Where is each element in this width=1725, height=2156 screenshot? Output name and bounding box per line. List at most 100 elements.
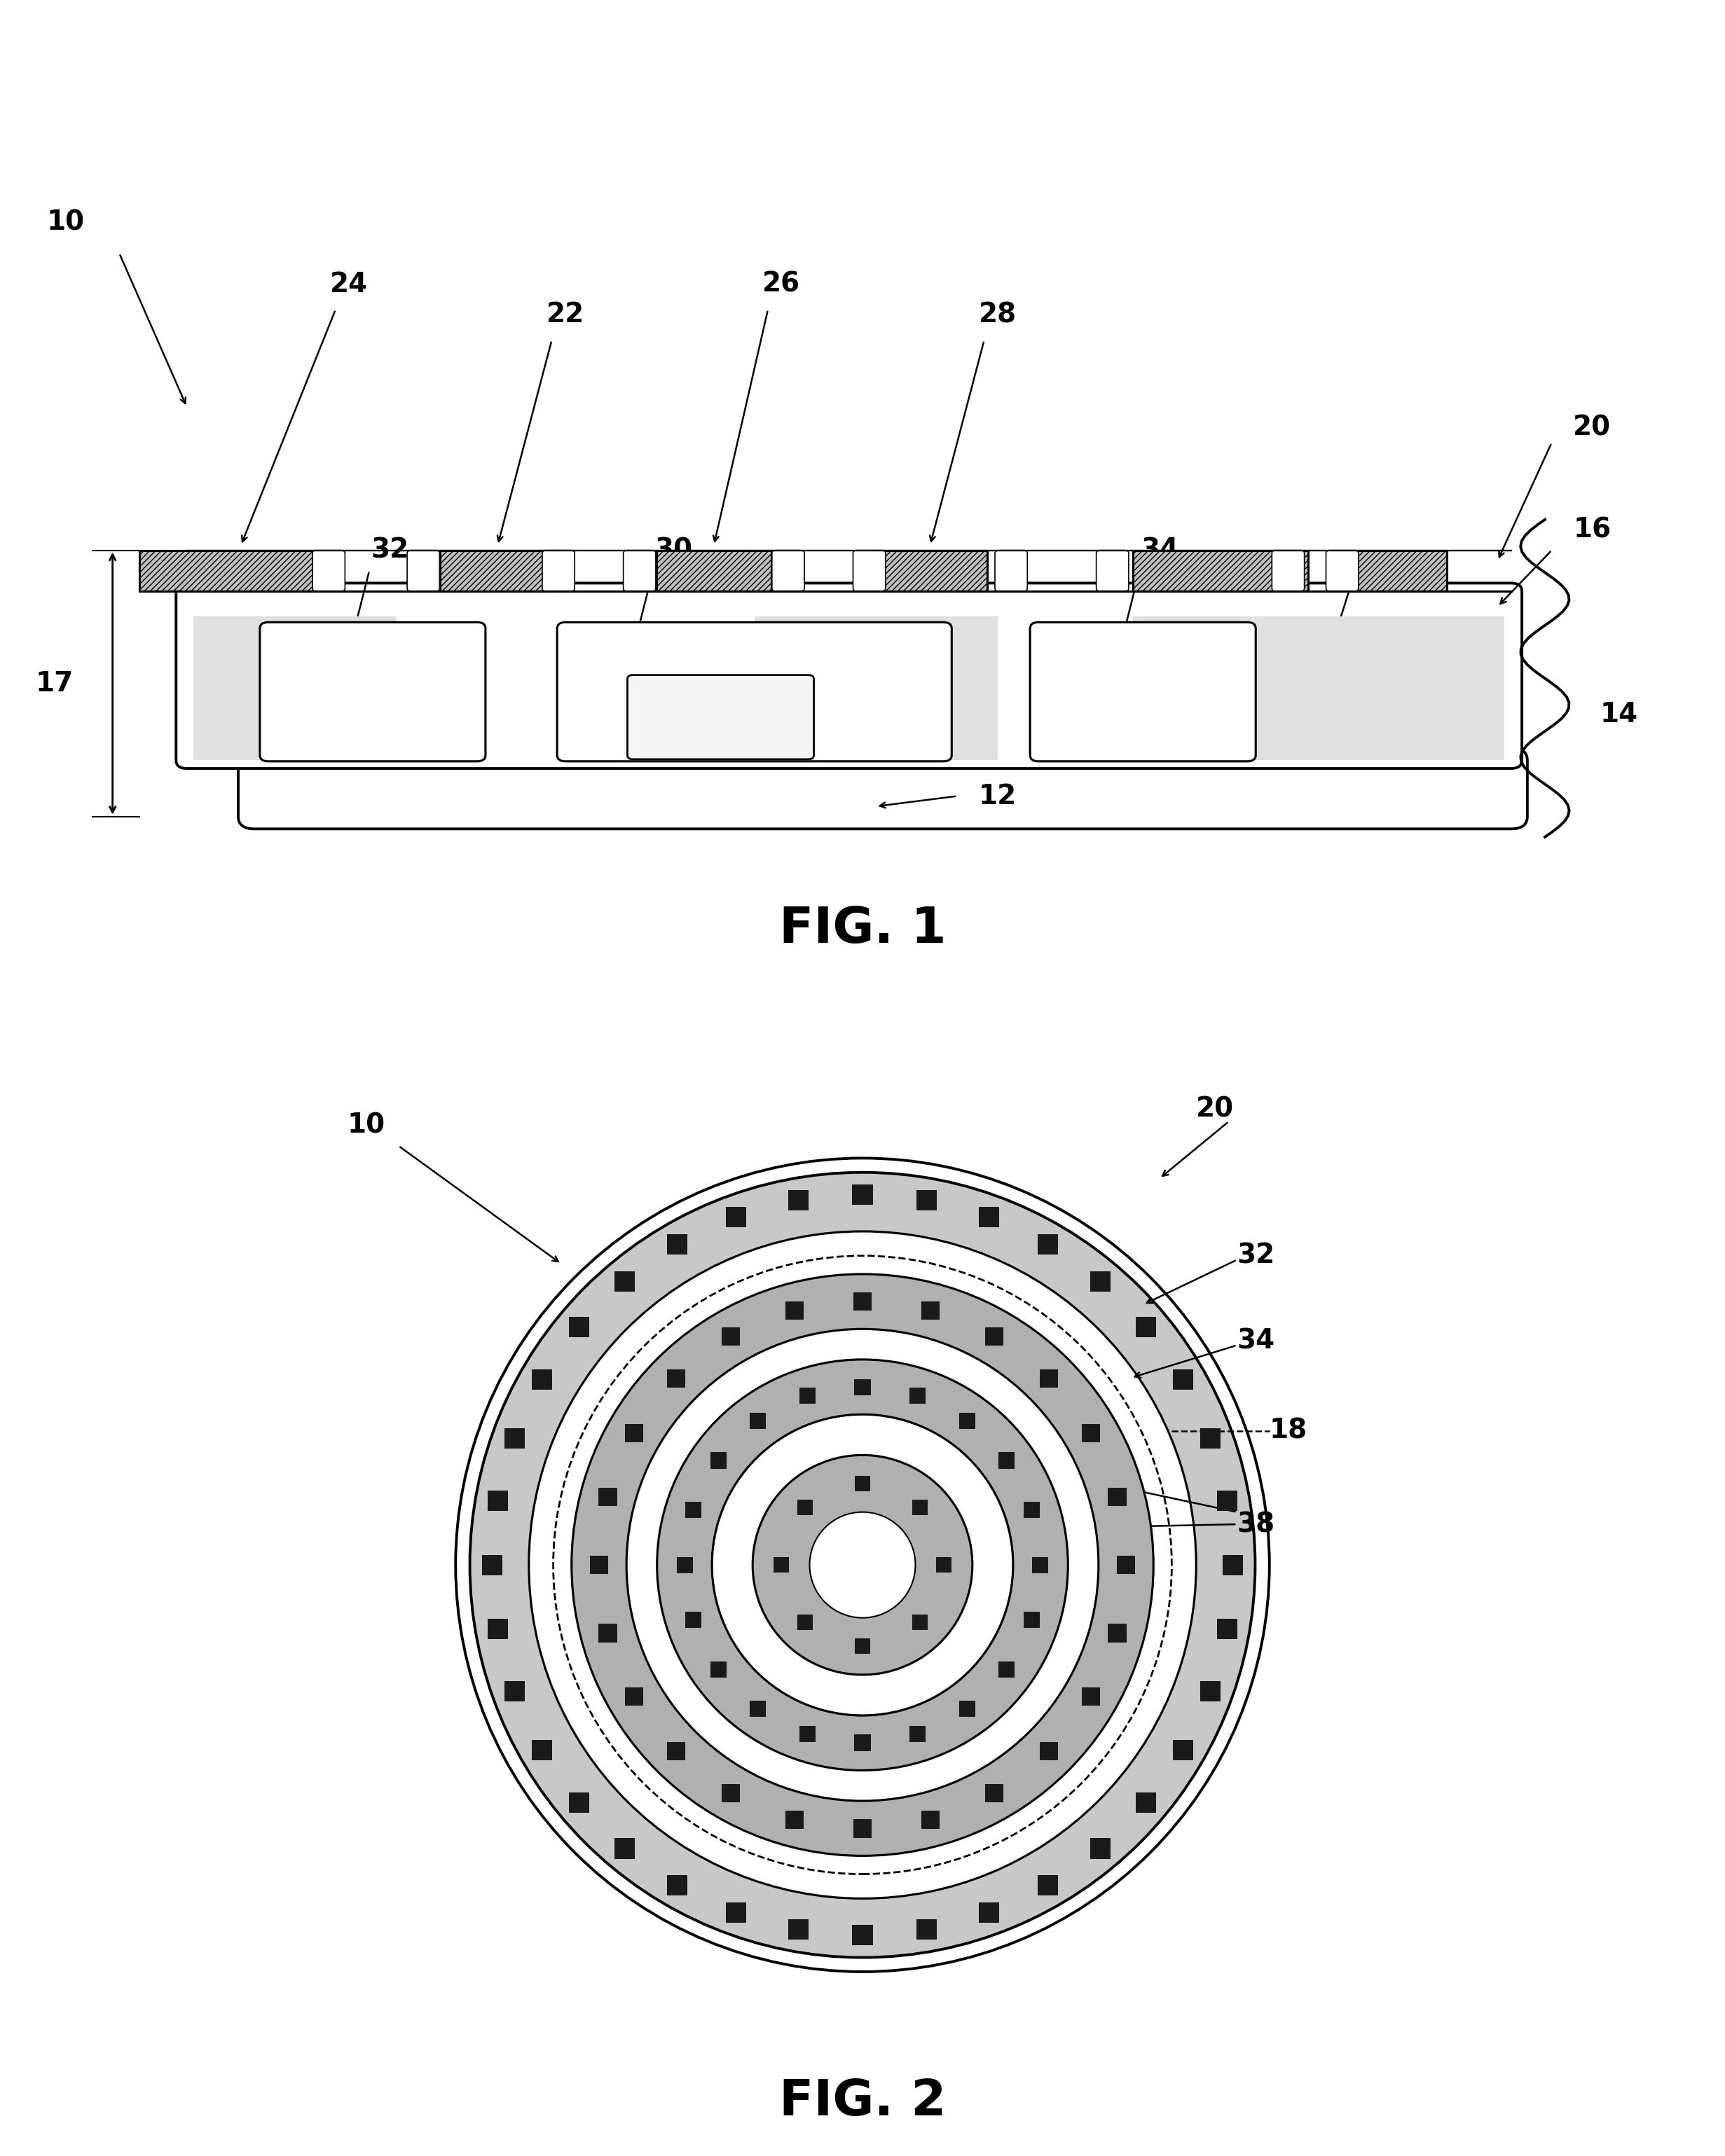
Bar <box>624 1423 643 1442</box>
Bar <box>773 1557 788 1572</box>
Text: 24: 24 <box>329 272 367 298</box>
Bar <box>999 1453 1014 1468</box>
Bar <box>726 1207 745 1227</box>
Bar <box>1037 1233 1057 1255</box>
Text: 17: 17 <box>36 671 74 696</box>
Text: 34: 34 <box>1140 537 1178 563</box>
Bar <box>668 1742 685 1761</box>
Bar <box>754 617 997 761</box>
Bar <box>685 1613 702 1628</box>
Bar <box>721 1328 740 1345</box>
FancyBboxPatch shape <box>260 623 485 761</box>
Bar <box>1040 1742 1057 1761</box>
Bar <box>726 1902 745 1923</box>
Text: 28: 28 <box>978 302 1016 328</box>
FancyBboxPatch shape <box>1327 550 1358 591</box>
Bar <box>531 1369 552 1391</box>
Bar <box>1023 1613 1040 1628</box>
Bar <box>193 617 397 761</box>
FancyBboxPatch shape <box>1030 623 1256 761</box>
Bar <box>1032 1557 1049 1574</box>
Bar <box>856 1639 869 1654</box>
FancyBboxPatch shape <box>854 550 885 591</box>
Text: 18: 18 <box>1358 558 1396 584</box>
Bar <box>1223 1554 1244 1576</box>
FancyBboxPatch shape <box>140 550 316 591</box>
Bar <box>913 1615 928 1630</box>
Bar <box>488 1490 509 1511</box>
Text: FIG. 1: FIG. 1 <box>780 906 945 953</box>
FancyBboxPatch shape <box>238 748 1527 828</box>
Bar <box>1107 1488 1126 1505</box>
Bar <box>788 1919 809 1940</box>
Circle shape <box>530 1231 1195 1899</box>
FancyBboxPatch shape <box>1133 550 1308 591</box>
Bar <box>856 1477 869 1492</box>
Bar <box>590 1557 607 1574</box>
Bar <box>1118 1557 1135 1574</box>
Bar <box>711 1662 726 1677</box>
Text: 36: 36 <box>816 640 854 666</box>
Circle shape <box>809 1511 916 1617</box>
Text: 32: 32 <box>371 537 409 563</box>
Bar <box>1133 617 1504 761</box>
Text: 16: 16 <box>1573 517 1611 543</box>
Bar <box>921 1811 940 1828</box>
Bar <box>909 1725 926 1742</box>
Bar <box>980 1902 999 1923</box>
Circle shape <box>571 1274 1154 1856</box>
FancyBboxPatch shape <box>628 675 814 759</box>
Bar <box>788 1190 809 1210</box>
Bar <box>1201 1427 1221 1449</box>
FancyBboxPatch shape <box>557 623 952 761</box>
Text: 18: 18 <box>1270 1416 1308 1445</box>
Text: 20: 20 <box>1195 1095 1233 1123</box>
FancyBboxPatch shape <box>1332 550 1447 591</box>
Bar <box>854 1820 871 1837</box>
Bar <box>921 1302 940 1319</box>
Bar <box>685 1503 702 1518</box>
Bar <box>985 1328 1004 1345</box>
Bar <box>980 1207 999 1227</box>
Bar <box>959 1412 975 1429</box>
FancyBboxPatch shape <box>1097 550 1128 591</box>
Bar <box>599 1623 618 1643</box>
Bar <box>916 1190 937 1210</box>
Bar <box>785 1811 804 1828</box>
Text: 30: 30 <box>654 537 692 563</box>
FancyBboxPatch shape <box>995 550 1028 591</box>
Bar <box>488 1619 509 1639</box>
Bar <box>721 1783 740 1802</box>
Bar <box>531 1740 552 1759</box>
FancyBboxPatch shape <box>542 550 574 591</box>
Bar <box>799 1388 816 1404</box>
Bar <box>852 1925 873 1945</box>
Circle shape <box>712 1414 1013 1716</box>
Bar <box>668 1233 688 1255</box>
Text: 32: 32 <box>1237 1242 1275 1270</box>
Bar <box>799 1725 816 1742</box>
Bar <box>750 1412 766 1429</box>
Bar <box>1090 1272 1111 1291</box>
Text: FIG. 2: FIG. 2 <box>780 2078 945 2126</box>
Bar <box>854 1380 871 1395</box>
Text: 10: 10 <box>47 209 85 235</box>
Bar <box>676 1557 693 1574</box>
Bar <box>909 1388 926 1404</box>
Bar <box>1173 1369 1194 1391</box>
Bar <box>797 1615 812 1630</box>
Text: 10: 10 <box>347 1112 385 1138</box>
Bar <box>913 1501 928 1516</box>
Bar <box>999 1662 1014 1677</box>
Bar <box>1173 1740 1194 1759</box>
Bar <box>959 1701 975 1716</box>
Bar <box>481 1554 502 1576</box>
Bar <box>599 1488 618 1505</box>
Bar <box>854 1291 871 1311</box>
Circle shape <box>455 1158 1270 1973</box>
Bar <box>1023 1503 1040 1518</box>
Bar <box>668 1369 685 1388</box>
Bar <box>504 1427 524 1449</box>
Text: 14: 14 <box>1601 701 1639 727</box>
FancyBboxPatch shape <box>623 550 656 591</box>
